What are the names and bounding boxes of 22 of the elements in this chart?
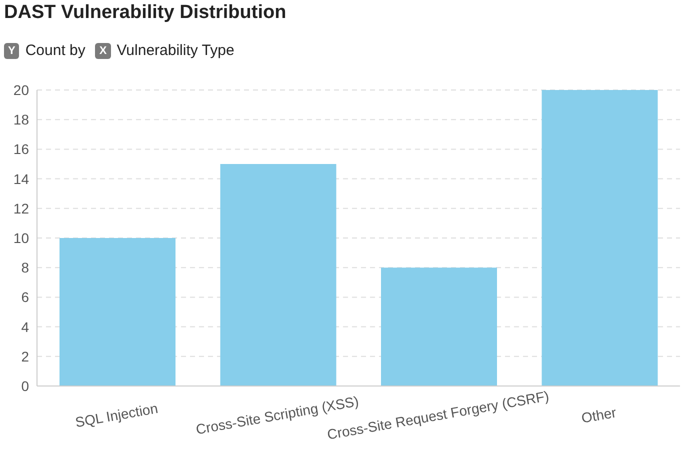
y-tick-label: 18 bbox=[13, 112, 30, 128]
y-tick-label: 12 bbox=[13, 200, 30, 216]
y-axis-title: Count by bbox=[25, 42, 86, 59]
bar bbox=[381, 268, 498, 386]
x-tick-label: SQL Injection bbox=[74, 400, 160, 430]
x-badge: X bbox=[95, 42, 111, 58]
y-tick-label: 14 bbox=[13, 170, 30, 187]
x-tick-label: Other bbox=[580, 404, 618, 426]
x-axis-title: Vulnerability Type bbox=[116, 42, 234, 59]
y-tick-label: 2 bbox=[21, 348, 30, 364]
y-tick-label: 16 bbox=[13, 141, 30, 158]
y-tick-label: 10 bbox=[13, 230, 30, 246]
chart-title: DAST Vulnerability Distribution bbox=[4, 2, 286, 24]
y-badge: Y bbox=[4, 42, 20, 58]
bar bbox=[220, 164, 336, 386]
y-tick-label: 4 bbox=[21, 318, 30, 335]
y-tick-label: 20 bbox=[13, 82, 30, 98]
y-tick-label: 0 bbox=[21, 378, 30, 394]
y-tick-label: 6 bbox=[21, 289, 30, 306]
y-tick-label: 8 bbox=[21, 260, 30, 276]
bar bbox=[60, 238, 176, 386]
bar bbox=[542, 90, 658, 386]
